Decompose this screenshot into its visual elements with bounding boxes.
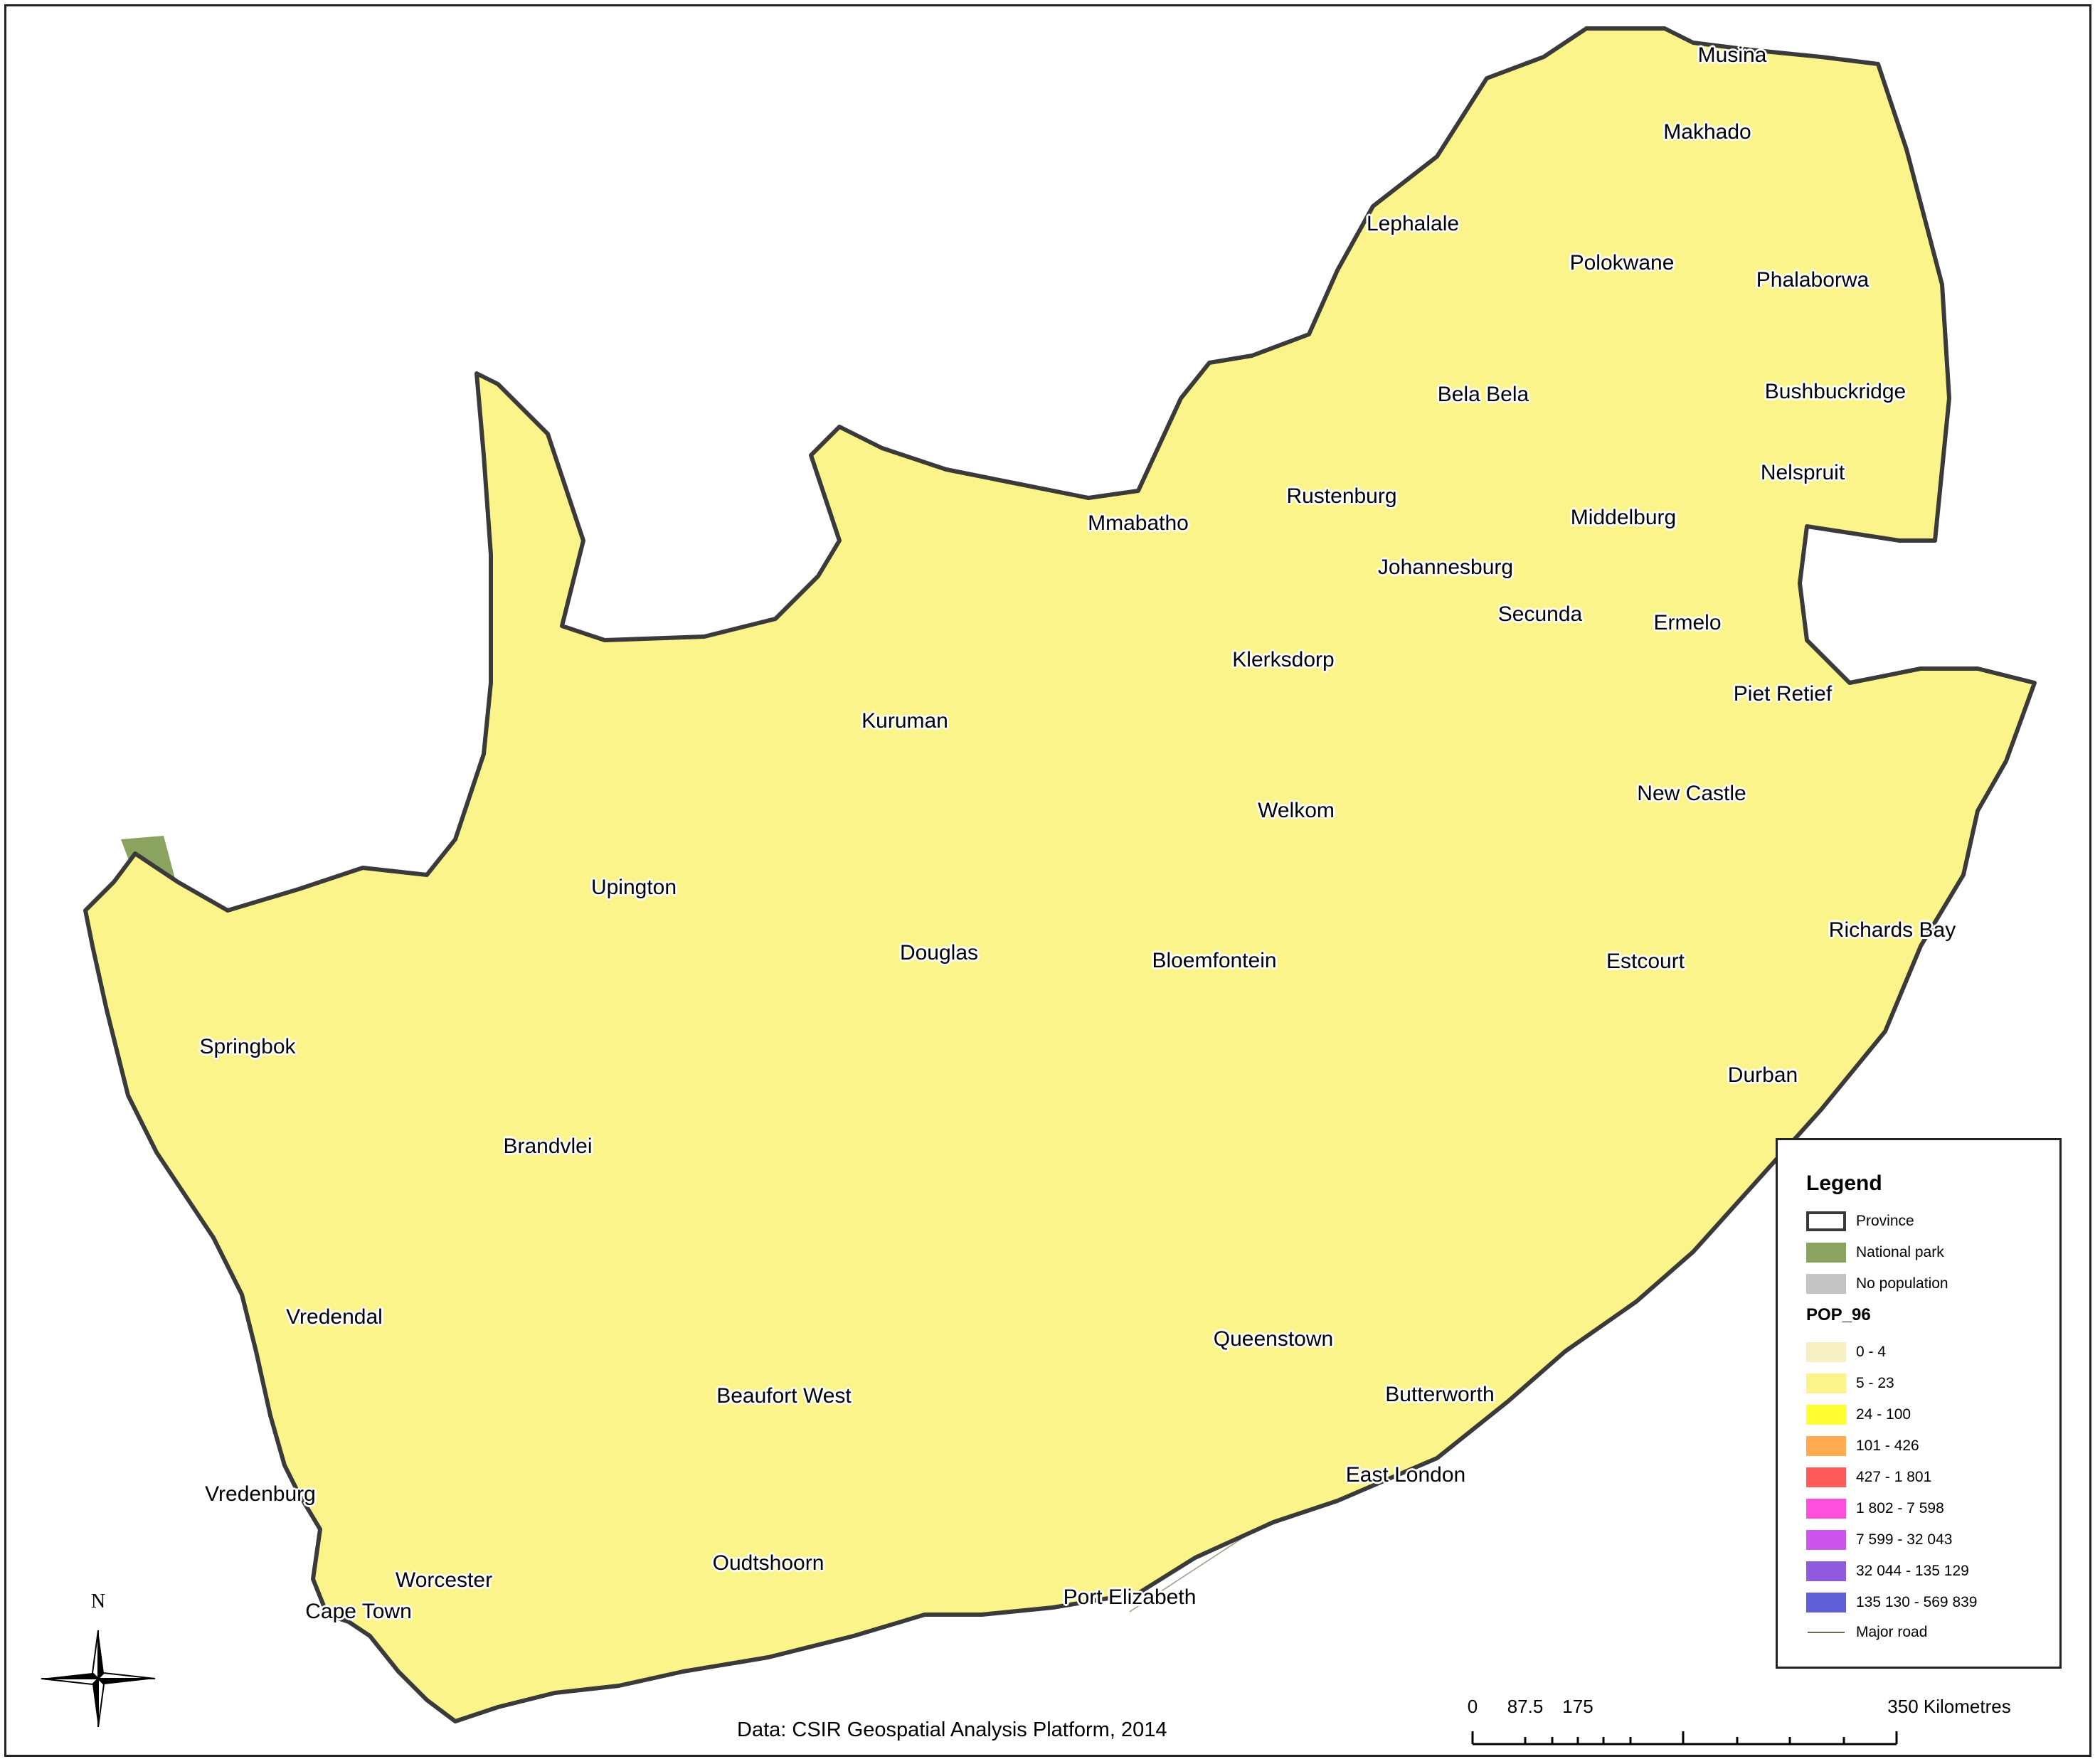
legend-class-label: 135 130 - 569 839	[1856, 1594, 1978, 1610]
place-label-polokwane: Polokwane	[1569, 251, 1675, 275]
place-label-makhado: Makhado	[1663, 120, 1751, 144]
north-arrow-icon	[41, 1630, 156, 1728]
place-label-springbok: Springbok	[199, 1035, 296, 1058]
national-park-swatch	[1806, 1243, 1846, 1263]
legend-item-no-population: No population	[1806, 1272, 2048, 1294]
legend-class-row: 0 - 4	[1806, 1341, 2048, 1362]
legend-class-row: 24 - 100	[1806, 1403, 2048, 1425]
legend-item-national-park: National park	[1806, 1241, 2048, 1263]
place-label-richards-bay: Richards Bay	[1828, 918, 1956, 942]
place-label-bloemfontein: Bloemfontein	[1152, 949, 1277, 972]
legend-class-swatch	[1806, 1405, 1846, 1425]
legend-class-swatch	[1806, 1530, 1846, 1550]
place-label-rustenburg: Rustenburg	[1286, 484, 1397, 508]
legend-class-row: 1 802 - 7 598	[1806, 1497, 2048, 1519]
province-swatch	[1806, 1211, 1846, 1231]
legend-class-row: 7 599 - 32 043	[1806, 1529, 2048, 1550]
legend-class-label: 0 - 4	[1856, 1344, 1887, 1360]
place-label-vredenburg: Vredenburg	[205, 1482, 316, 1506]
place-label-bela-bela: Bela Bela	[1437, 383, 1529, 406]
legend-class-label: 1 802 - 7 598	[1856, 1500, 1944, 1516]
place-label-secunda: Secunda	[1497, 602, 1583, 626]
place-label-durban: Durban	[1727, 1063, 1798, 1087]
place-label-butterworth: Butterworth	[1385, 1383, 1495, 1406]
legend-class-label: 32 044 - 135 129	[1856, 1563, 1969, 1579]
legend-class-row: 427 - 1 801	[1806, 1466, 2048, 1487]
scale-bar	[1471, 1731, 1898, 1746]
legend-class-swatch	[1806, 1374, 1846, 1393]
place-label-welkom: Welkom	[1258, 799, 1335, 822]
legend-class-label: 427 - 1 801	[1856, 1469, 1932, 1485]
legend-class-swatch	[1806, 1467, 1846, 1487]
legend-panel: Legend Province National park No populat…	[1776, 1138, 2062, 1669]
legend-label: Major road	[1856, 1624, 1928, 1640]
place-label-new-castle: New Castle	[1637, 782, 1746, 805]
legend-item-major-road: Major road	[1806, 1621, 2048, 1642]
place-label-kuruman: Kuruman	[861, 709, 948, 733]
no-population-swatch	[1806, 1274, 1846, 1294]
legend-item-province: Province	[1806, 1210, 2048, 1231]
place-label-piet-retief: Piet Retief	[1733, 682, 1833, 706]
north-label: N	[90, 1590, 106, 1612]
place-label-douglas: Douglas	[899, 941, 979, 965]
place-label-vredendal: Vredendal	[286, 1305, 383, 1329]
place-label-estcourt: Estcourt	[1606, 950, 1685, 973]
place-label-mmabatho: Mmabatho	[1088, 511, 1189, 535]
legend-class-row: 101 - 426	[1806, 1435, 2048, 1456]
place-label-port-elizabeth: Port Elizabeth	[1063, 1585, 1197, 1609]
place-label-musina: Musina	[1697, 43, 1767, 67]
place-label-east-london: East London	[1345, 1463, 1466, 1487]
scale-label-350: 350 Kilometres	[1887, 1696, 2011, 1717]
legend-class-row: 135 130 - 569 839	[1806, 1591, 2048, 1612]
legend-class-label: 101 - 426	[1856, 1438, 1919, 1454]
data-source-caption: Data: CSIR Geospatial Analysis Platform,…	[737, 1718, 1167, 1741]
place-label-lephalale: Lephalale	[1366, 212, 1460, 235]
place-label-middelburg: Middelburg	[1570, 506, 1677, 529]
place-label-oudtshoorn: Oudtshoorn	[712, 1551, 824, 1575]
legend-class-swatch	[1806, 1561, 1846, 1581]
place-label-brandvlei: Brandvlei	[503, 1135, 593, 1158]
legend-class-label: 7 599 - 32 043	[1856, 1531, 1953, 1548]
legend-class-row: 5 - 23	[1806, 1372, 2048, 1393]
place-label-phalaborwa: Phalaborwa	[1756, 268, 1870, 292]
legend-field-name: POP_96	[1806, 1305, 1871, 1324]
place-label-upington: Upington	[590, 876, 677, 899]
legend-label: National park	[1856, 1244, 1944, 1260]
legend-class-swatch	[1806, 1593, 1846, 1612]
legend-class-row: 32 044 - 135 129	[1806, 1560, 2048, 1581]
place-label-bushbuckridge: Bushbuckridge	[1764, 380, 1907, 403]
place-label-beaufort-west: Beaufort West	[716, 1384, 852, 1408]
scale-label-0: 0	[1467, 1696, 1478, 1717]
place-label-klerksdorp: Klerksdorp	[1232, 648, 1335, 671]
place-label-cape-town: Cape Town	[305, 1600, 412, 1623]
legend-class-swatch	[1806, 1499, 1846, 1519]
place-label-queenstown: Queenstown	[1213, 1327, 1334, 1351]
scale-label-175: 175	[1562, 1696, 1593, 1717]
legend-label: Province	[1856, 1213, 1914, 1229]
place-label-nelspruit: Nelspruit	[1760, 461, 1845, 484]
place-label-ermelo: Ermelo	[1653, 611, 1722, 634]
scale-label-87-5: 87.5	[1507, 1696, 1544, 1717]
legend-class-swatch	[1806, 1342, 1846, 1362]
legend-class-label: 24 - 100	[1856, 1406, 1911, 1423]
legend-class-swatch	[1806, 1436, 1846, 1456]
road-swatch-icon	[1808, 1632, 1845, 1633]
legend-class-label: 5 - 23	[1856, 1375, 1894, 1391]
legend-title: Legend	[1806, 1171, 1882, 1195]
place-label-worcester: Worcester	[395, 1568, 493, 1592]
legend-label: No population	[1856, 1275, 1948, 1292]
place-label-johannesburg: Johannesburg	[1377, 556, 1514, 579]
